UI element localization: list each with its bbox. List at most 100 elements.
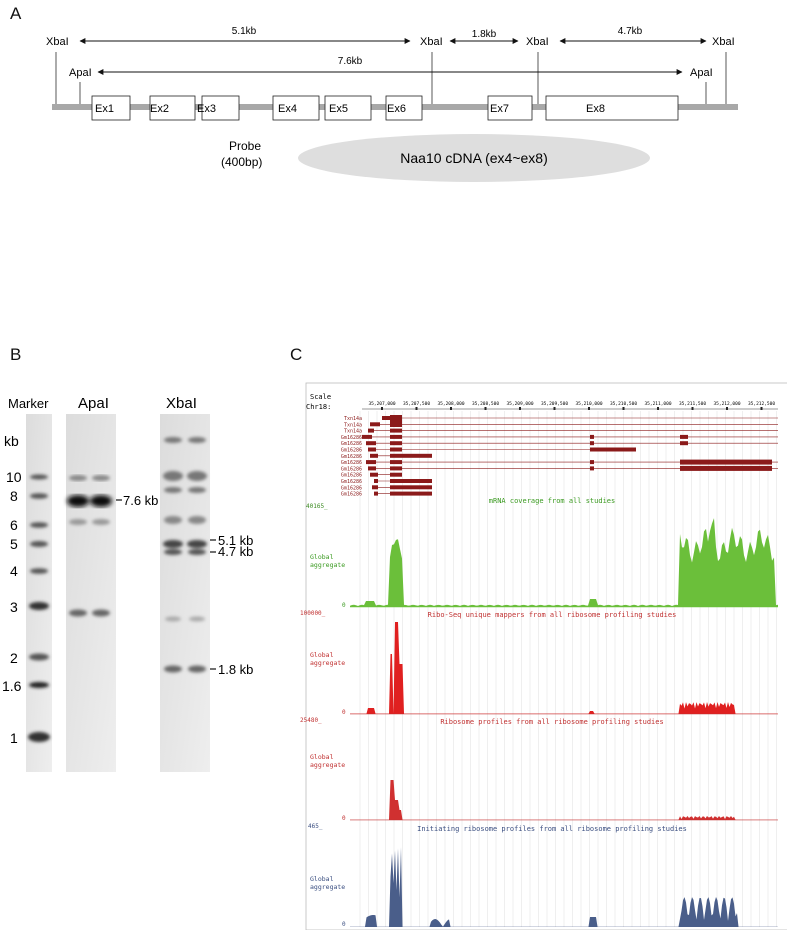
track2-title: Ribo-Seq unique mappers from all ribosom… — [428, 611, 677, 619]
band-label-4-7kb: 4.7 kb — [218, 544, 253, 559]
track2-max: 100000_ — [300, 610, 326, 617]
exon-block — [368, 447, 376, 452]
coord-label: 35,208,000 — [437, 401, 464, 407]
gene-label: Gm16286 — [341, 454, 362, 460]
gene-label: Gm16286 — [341, 466, 362, 472]
marker-tick-8: 8 — [10, 488, 18, 504]
lane-marker-label: Marker — [8, 396, 49, 411]
exon-block — [390, 466, 402, 471]
exon-block — [390, 441, 402, 446]
gene-label: Txn14a — [344, 429, 362, 435]
ribo-seq-unique-track — [350, 622, 778, 714]
mrna-coverage-track — [350, 518, 778, 607]
marker-tick-3: 3 — [10, 599, 18, 615]
apai-site-2: ApaI — [690, 67, 713, 79]
coord-label: 35,211,500 — [679, 401, 706, 407]
track4-title: Initiating ribosome profiles from all ri… — [417, 825, 687, 833]
marker-tick-10: 10 — [6, 469, 22, 485]
xbai-site-3: XbaI — [526, 36, 549, 48]
kb-label: kb — [4, 433, 19, 449]
gene-label: Gm16286 — [341, 441, 362, 447]
gene-label: Gm16286 — [341, 485, 362, 491]
exon-block — [366, 441, 376, 446]
exon-block — [390, 447, 402, 452]
coord-label: 35,211,000 — [644, 401, 671, 407]
xbai-site-2: XbaI — [420, 36, 443, 48]
gene-label: Gm16286 — [341, 435, 362, 441]
svg-text:Ex3: Ex3 — [197, 103, 216, 115]
coord-label: 35,207,000 — [368, 401, 395, 407]
exon-block — [368, 466, 376, 471]
gene-label: Gm16286 — [341, 492, 362, 498]
marker-tick-4: 4 — [10, 563, 18, 579]
track1-label-aggregate: aggregate — [310, 561, 345, 569]
exon-block — [368, 428, 374, 433]
exon-block — [362, 434, 372, 439]
exon-block — [390, 460, 402, 465]
track1-label-global: Global — [310, 553, 334, 561]
marker-lane — [26, 414, 52, 772]
distance-4-7kb: 4.7kb — [618, 26, 643, 37]
track3-zero: 0 — [342, 815, 346, 822]
exon-block — [390, 472, 402, 477]
gene-label: Gm16286 — [341, 473, 362, 479]
exon-block — [680, 465, 772, 471]
track1-zero: 0 — [342, 602, 346, 609]
marker-tick-1-6: 1.6 — [2, 678, 22, 694]
panel-b-southern-blot: Marker ApaI XbaI kb 10 8 6 5 4 3 2 1.6 1 — [2, 395, 253, 772]
gene-label: Txn14a — [344, 416, 362, 422]
exon-block — [366, 460, 376, 465]
track1-max: 40165_ — [306, 503, 328, 510]
exon-7: Ex7 — [487, 95, 533, 121]
exon-block — [390, 491, 432, 496]
exon-block — [590, 466, 594, 471]
coord-label: 35,212,000 — [713, 401, 740, 407]
initiating-ribosome-track — [350, 847, 778, 927]
panel-a-letter: A — [10, 4, 22, 23]
panel-b-letter: B — [10, 345, 22, 364]
exon-block — [370, 422, 380, 427]
exon-block — [680, 441, 688, 446]
exon-2: Ex2 — [149, 95, 196, 121]
coord-label: 35,209,000 — [506, 401, 533, 407]
track3-label-global: Global — [310, 753, 334, 761]
exon-block — [590, 441, 594, 446]
svg-text:Ex6: Ex6 — [387, 103, 406, 115]
cdna-probe-ellipse — [298, 134, 650, 182]
exon-block — [680, 459, 772, 465]
marker-tick-6: 6 — [10, 517, 18, 533]
svg-text:Ex2: Ex2 — [150, 103, 169, 115]
exon-5: Ex5 — [324, 95, 372, 121]
xbai-lane — [160, 414, 210, 772]
track4-zero: 0 — [342, 921, 346, 928]
scale-label: Scale — [310, 393, 331, 401]
coord-label: 35,210,500 — [610, 401, 637, 407]
probe-label: Probe — [229, 139, 261, 153]
track2-label-aggregate: aggregate — [310, 659, 345, 667]
gene-label: Gm16286 — [341, 479, 362, 485]
svg-text:Ex4: Ex4 — [278, 103, 297, 115]
track3-max: 25480_ — [300, 717, 322, 724]
exon-block — [374, 491, 378, 496]
svg-text:Ex1: Ex1 — [95, 103, 114, 115]
gene-label: Gm16286 — [341, 448, 362, 454]
coord-label: 35,210,000 — [575, 401, 602, 407]
exon-block — [680, 434, 688, 439]
probe-size-label: (400bp) — [221, 155, 262, 169]
exon-6: Ex6 — [385, 95, 423, 121]
apai-site-1: ApaI — [69, 67, 92, 79]
coord-label: 35,207,500 — [403, 401, 430, 407]
cdna-label: Naa10 cDNA (ex4~ex8) — [400, 150, 547, 166]
exon-block — [370, 472, 378, 477]
coord-label: 35,209,500 — [541, 401, 568, 407]
exon-1: Ex1 — [91, 95, 131, 121]
xbai-site-1: XbaI — [46, 36, 69, 48]
xbai-site-4: XbaI — [712, 36, 735, 48]
svg-text:Ex8: Ex8 — [586, 103, 605, 115]
band-label-7-6kb: 7.6 kb — [123, 493, 158, 508]
marker-tick-5: 5 — [10, 536, 18, 552]
track4-label-global: Global — [310, 875, 334, 883]
exon-block — [590, 434, 594, 439]
exon-block — [374, 479, 378, 483]
track3-title: Ribosome profiles from all ribosome prof… — [440, 718, 663, 726]
